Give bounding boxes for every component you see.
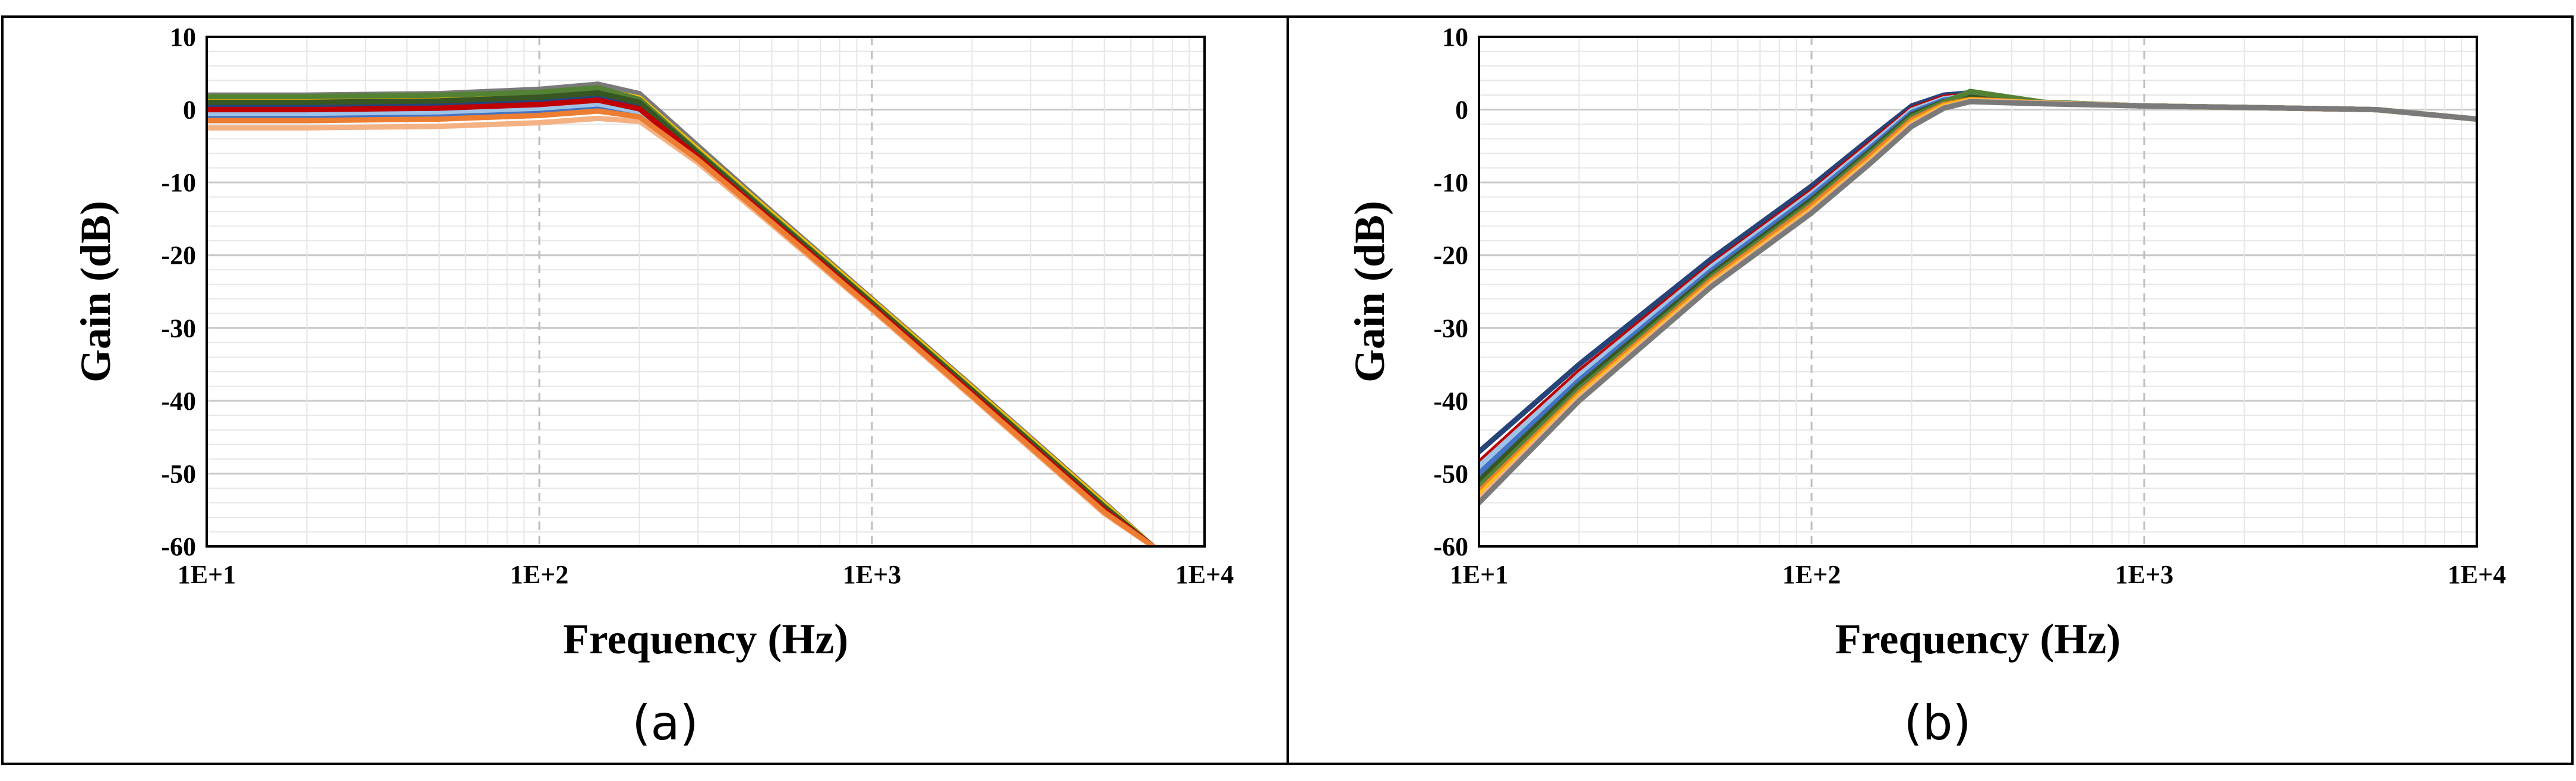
y-tick-label: 10	[170, 23, 196, 52]
y-tick-label: -10	[1433, 168, 1468, 197]
series-line-b-6	[1479, 88, 2477, 489]
x-axis-label-b: Frequency (Hz)	[1835, 615, 2121, 663]
y-tick-label: -20	[1433, 241, 1468, 270]
series-line-a-10	[207, 108, 1156, 546]
y-tick-label: -30	[1433, 314, 1468, 343]
plot-area-a	[206, 36, 1206, 548]
series-line-a-7	[207, 101, 1156, 546]
x-ticks-b: 1E+1 1E+2 1E+3 1E+4	[1450, 560, 2506, 589]
x-tick-label: 1E+1	[178, 560, 236, 589]
x-tick-label: 1E+3	[843, 560, 901, 589]
series-line-b-7	[1479, 96, 2477, 495]
grid-b	[1479, 36, 2477, 548]
panel-a: 10 0 -10 -20 -30 -40 -50 -60 1E+1 1E+2 1E+3 1E+4 F…	[72, 23, 1234, 751]
series-line-b-1	[1479, 90, 2477, 455]
series-group-a	[207, 81, 1156, 546]
series-line-a-6	[207, 103, 1156, 546]
y-tick-label: -40	[1433, 387, 1468, 416]
series-line-b-9	[1479, 98, 2477, 502]
y-tick-label: -60	[1433, 532, 1468, 561]
panel-label-a: (a)	[632, 695, 698, 751]
plot-frame-b	[1478, 36, 2478, 548]
plot-area-b	[1478, 36, 2478, 548]
y-tick-label: -10	[161, 168, 196, 197]
y-tick-label: 0	[183, 96, 196, 125]
series-line-b-8	[1479, 97, 2477, 498]
series-line-b-5	[1479, 94, 2477, 484]
y-tick-label: -30	[161, 314, 196, 343]
y-ticks-a: 10 0 -10 -20 -30 -40 -50 -60	[161, 23, 196, 561]
series-line-b-10	[1479, 99, 2477, 505]
y-ticks-b: 10 0 -10 -20 -30 -40 -50 -60	[1433, 23, 1468, 561]
x-tick-label: 1E+1	[1450, 560, 1508, 589]
panel-b: 10 0 -10 -20 -30 -40 -50 -60 1E+1 1E+2 1E+3 1E+4 F…	[1346, 23, 2506, 751]
x-ticks-a: 1E+1 1E+2 1E+3 1E+4	[178, 560, 1234, 589]
series-line-a-2	[207, 86, 1156, 546]
y-axis-label-a: Gain (dB)	[72, 201, 119, 382]
x-tick-label: 1E+3	[2115, 560, 2173, 589]
series-line-a-5	[207, 90, 1156, 546]
y-axis-label-b: Gain (dB)	[1346, 201, 1393, 382]
x-tick-label: 1E+2	[510, 560, 568, 589]
series-group-b	[1479, 88, 2477, 505]
series-line-b-2	[1479, 92, 2477, 466]
x-tick-label: 1E+4	[2448, 560, 2506, 589]
x-tick-label: 1E+2	[1782, 560, 1841, 589]
series-line-a-8	[207, 97, 1156, 546]
y-tick-label: 0	[1455, 96, 1468, 125]
series-line-a-3	[207, 85, 1156, 546]
x-tick-label: 1E+4	[1175, 560, 1234, 589]
series-line-a-4	[207, 93, 1156, 546]
y-tick-label: 10	[1442, 23, 1468, 52]
panel-label-b: (b)	[1904, 695, 1971, 751]
y-tick-label: -60	[161, 532, 196, 561]
y-tick-label: -40	[161, 387, 196, 416]
series-line-b-3	[1479, 93, 2477, 469]
y-tick-label: -50	[1433, 459, 1468, 488]
y-tick-label: -20	[161, 241, 196, 270]
plot-frame-a	[206, 36, 1206, 548]
y-tick-label: -50	[161, 459, 196, 488]
x-axis-label-a: Frequency (Hz)	[563, 615, 849, 663]
